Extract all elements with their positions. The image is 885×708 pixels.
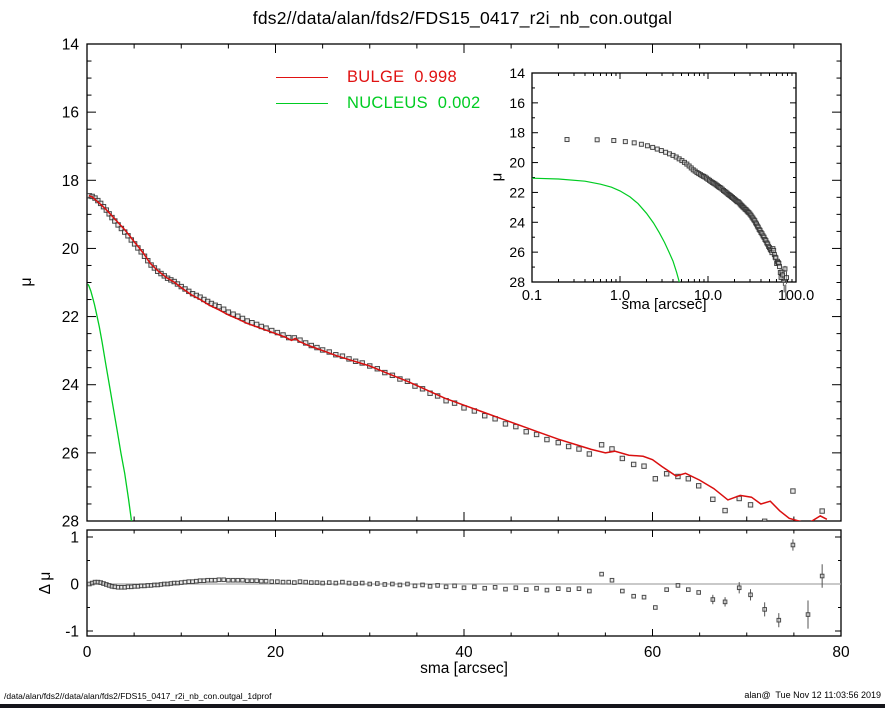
svg-text:16: 16 xyxy=(509,95,525,111)
svg-text:20: 20 xyxy=(509,155,525,171)
legend-item-bulge: BULGE 0.998 xyxy=(276,64,481,90)
svg-text:18: 18 xyxy=(62,173,79,190)
axes-frames xyxy=(86,43,842,637)
svg-text:20: 20 xyxy=(62,241,80,258)
svg-text:18: 18 xyxy=(509,125,525,141)
svg-text:14: 14 xyxy=(509,65,525,81)
residual-y-axis-label: Δ μ xyxy=(37,571,54,595)
svg-text:0.1: 0.1 xyxy=(522,288,542,304)
svg-text:-1: -1 xyxy=(65,624,79,641)
legend-item-nucleus: NUCLEUS 0.002 xyxy=(276,90,481,116)
inset-x-axis-label: sma [arcsec] xyxy=(621,296,707,313)
svg-text:16: 16 xyxy=(62,105,79,122)
main-y-axis-label: μ xyxy=(18,277,35,287)
legend-label-bulge: BULGE 0.998 xyxy=(347,67,457,86)
svg-text:1: 1 xyxy=(70,530,79,547)
legend: BULGE 0.998 NUCLEUS 0.002 xyxy=(276,64,481,116)
plot-title: fds2//data/alan/fds2/FDS15_0417_r2i_nb_c… xyxy=(252,8,673,28)
main-ticks: 14 16 18 20 22 24 26 28 xyxy=(62,37,842,531)
svg-text:26: 26 xyxy=(509,244,525,260)
bulge-model-line-main xyxy=(88,194,828,521)
svg-text:26: 26 xyxy=(62,445,79,462)
residual-points xyxy=(87,539,825,629)
svg-text:14: 14 xyxy=(62,37,80,54)
inset-data-points xyxy=(564,137,790,300)
nucleus-model-line-inset xyxy=(532,177,680,282)
svg-text:0: 0 xyxy=(70,577,79,594)
svg-text:28: 28 xyxy=(62,514,79,531)
svg-text:22: 22 xyxy=(62,309,79,326)
svg-text:24: 24 xyxy=(62,377,80,394)
legend-label-nucleus: NUCLEUS 0.002 xyxy=(347,93,481,112)
footer-filepath: /data/alan/fds2//data/alan/fds2/FDS15_04… xyxy=(4,691,272,701)
svg-text:0: 0 xyxy=(83,644,92,661)
window-bottom-edge xyxy=(0,704,885,708)
svg-text:28: 28 xyxy=(509,274,525,290)
nucleus-line-sample xyxy=(276,102,328,104)
inset-frame xyxy=(531,72,797,283)
svg-text:100.0: 100.0 xyxy=(778,288,814,304)
inset-ticks: 0.1 1.0 10.0 100.0 14 16 18 20 22 24 26 28 xyxy=(509,65,814,304)
svg-text:20: 20 xyxy=(267,644,285,661)
bulge-line-sample xyxy=(276,76,328,78)
footer-user-timestamp: alan@ Tue Nov 12 11:03:56 2019 xyxy=(744,690,881,700)
bottom-x-axis-label: sma [arcsec] xyxy=(420,660,508,677)
svg-text:22: 22 xyxy=(509,184,525,200)
svg-text:1.0: 1.0 xyxy=(610,288,630,304)
nucleus-model-line-main xyxy=(87,283,133,521)
svg-text:40: 40 xyxy=(455,644,473,661)
svg-text:10.0: 10.0 xyxy=(694,288,722,304)
svg-text:24: 24 xyxy=(509,214,525,230)
main-data-points xyxy=(87,193,825,521)
inset-y-axis-label: μ xyxy=(488,172,506,182)
svg-text:60: 60 xyxy=(644,644,662,661)
svg-text:80: 80 xyxy=(832,644,850,661)
